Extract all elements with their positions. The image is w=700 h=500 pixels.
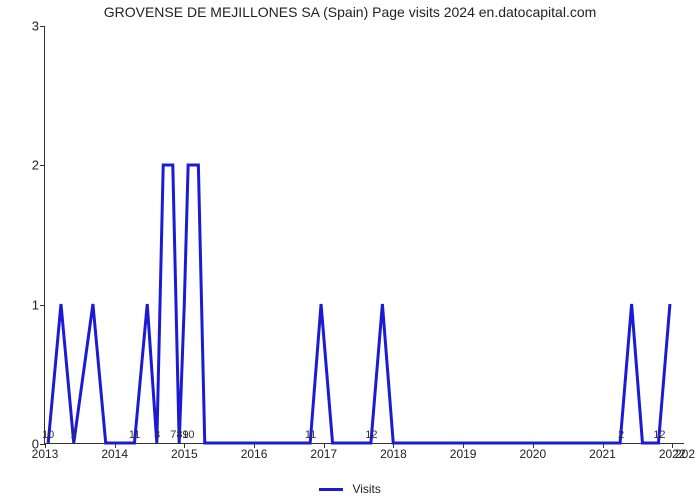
- value-label: 10: [182, 429, 194, 441]
- x-tick-mark: [672, 443, 673, 448]
- plot-area: 0123201320142015201620172018201920202021…: [44, 26, 684, 444]
- x-year-label: 2019: [450, 447, 477, 461]
- x-year-label: 2013: [32, 447, 59, 461]
- value-label: 12: [365, 429, 377, 441]
- value-label: 12: [653, 429, 665, 441]
- x-year-label: 2021: [589, 447, 616, 461]
- y-tick-label: 1: [17, 297, 39, 312]
- y-tick-mark: [40, 26, 45, 27]
- x-year-label: 2016: [241, 447, 268, 461]
- x-tick-mark: [184, 443, 185, 448]
- value-label: 11: [129, 429, 140, 441]
- x-tick-mark: [45, 443, 46, 448]
- legend-label: Visits: [352, 482, 380, 496]
- value-label: 2: [618, 429, 624, 441]
- value-label: 10: [42, 429, 54, 441]
- x-year-label: 2015: [171, 447, 198, 461]
- y-tick-label: 3: [17, 19, 39, 34]
- x-tick-mark: [603, 443, 604, 448]
- x-year-label: 202: [675, 447, 695, 461]
- y-tick-mark: [40, 305, 45, 306]
- y-tick-mark: [40, 165, 45, 166]
- visits-line: [45, 26, 684, 443]
- value-label: 3: [154, 429, 160, 441]
- value-label: 11: [305, 429, 316, 441]
- legend-swatch: [319, 488, 343, 491]
- legend: Visits: [0, 482, 700, 496]
- chart-title: GROVENSE DE MEJILLONES SA (Spain) Page v…: [0, 4, 700, 20]
- x-tick-mark: [115, 443, 116, 448]
- x-year-label: 2017: [310, 447, 337, 461]
- x-tick-mark: [533, 443, 534, 448]
- x-year-label: 2014: [101, 447, 128, 461]
- x-year-label: 2020: [519, 447, 546, 461]
- x-tick-mark: [324, 443, 325, 448]
- x-tick-mark: [393, 443, 394, 448]
- value-label: 2: [71, 429, 77, 441]
- x-tick-mark: [254, 443, 255, 448]
- chart-container: GROVENSE DE MEJILLONES SA (Spain) Page v…: [0, 0, 700, 500]
- x-year-label: 2018: [380, 447, 407, 461]
- x-tick-mark: [463, 443, 464, 448]
- y-tick-label: 2: [17, 158, 39, 173]
